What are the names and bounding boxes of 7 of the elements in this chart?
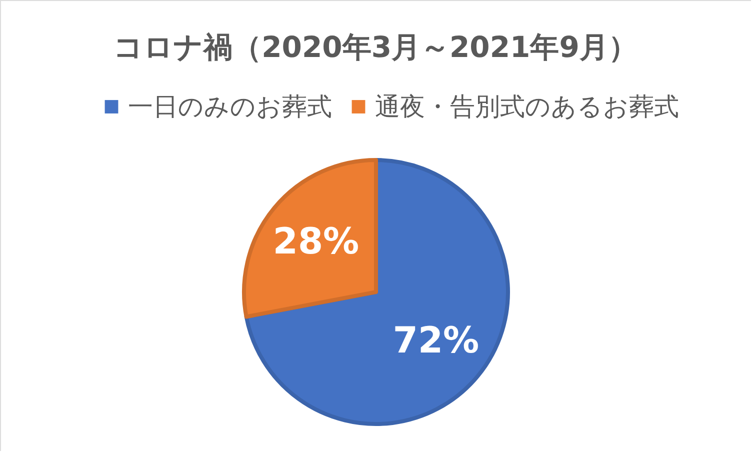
legend-label: 通夜・告別式のあるお葬式 — [375, 92, 679, 121]
data-label: 28% — [272, 221, 360, 262]
pie-slice — [244, 158, 510, 426]
pie-slice — [242, 158, 378, 319]
legend-label: 一日のみのお葬式 — [128, 92, 332, 121]
chart-title: コロナ禍（2020年3月～2021年9月） — [114, 30, 638, 64]
data-label: 72% — [392, 320, 480, 362]
